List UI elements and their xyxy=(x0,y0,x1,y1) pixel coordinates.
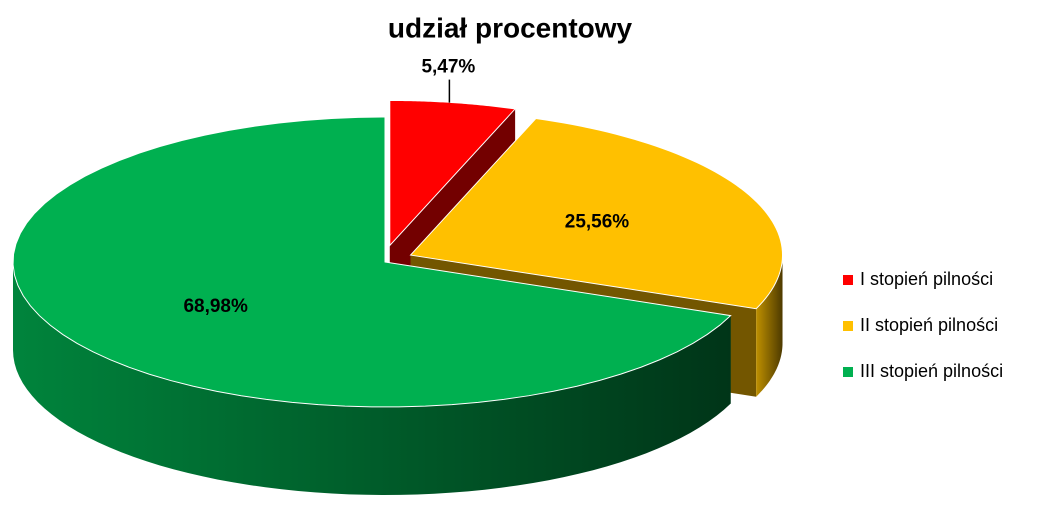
legend-marker xyxy=(843,367,853,377)
slice xyxy=(389,99,517,247)
slice-side xyxy=(13,262,731,495)
data-label: 68,98% xyxy=(183,296,248,317)
slice xyxy=(12,116,732,408)
slice xyxy=(409,118,784,310)
slice-side xyxy=(756,255,783,397)
legend-label: I stopień pilności xyxy=(860,269,993,289)
data-label: 25,56% xyxy=(565,211,630,232)
legend-marker xyxy=(843,275,853,285)
legend-marker xyxy=(843,321,853,331)
chart-title: udział procentowy xyxy=(388,12,633,43)
legend-label: III stopień pilności xyxy=(860,361,1003,381)
data-label: 5,47% xyxy=(421,57,475,78)
legend-label: II stopień pilności xyxy=(860,315,998,335)
